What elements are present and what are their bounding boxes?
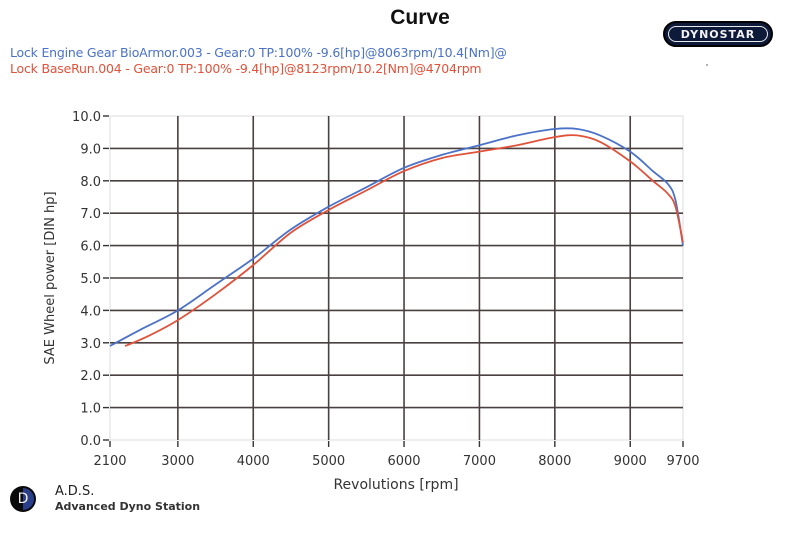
x-tick-label: 8000	[538, 454, 571, 469]
y-tick-label: 9.0	[80, 142, 101, 157]
chart-title: Curve	[390, 6, 450, 29]
series-line-baserun	[124, 134, 684, 347]
y-tick-label: 0.0	[80, 434, 101, 449]
y-tick-label: 3.0	[80, 337, 101, 352]
x-tick-label: 7000	[463, 454, 496, 469]
series-line-bioarmor	[109, 127, 684, 347]
x-tick-label: 6000	[387, 454, 420, 469]
legend-entry-baserun: Lock BaseRun.004 - Gear:0 TP:100% -9.4[h…	[10, 61, 482, 76]
x-tick-label: 5000	[312, 454, 345, 469]
x-tick-label: 4000	[237, 454, 270, 469]
x-tick-label: 2100	[93, 454, 126, 469]
y-tick-label: 4.0	[80, 304, 101, 319]
y-tick-label: 10.0	[72, 110, 101, 125]
axis-ticks: 0.0 1.0 2.0 3.0 4.0 5.0 6.0 7.0 8.0 9.0 10.0 2100 30…	[72, 110, 700, 469]
y-axis-label: SAE Wheel power [DIN hp]	[43, 191, 58, 364]
ads-title: A.D.S.	[55, 484, 95, 499]
x-axis-label: Revolutions [rpm]	[333, 477, 458, 493]
ads-subtitle: Advanced Dyno Station	[55, 500, 201, 513]
x-tick-label: 9000	[614, 454, 647, 469]
y-tick-label: 6.0	[80, 240, 101, 255]
y-tick-label: 7.0	[80, 207, 101, 222]
series-lines	[109, 127, 684, 347]
ads-d-logo-icon: D	[10, 486, 36, 512]
x-tick-label: 3000	[161, 454, 194, 469]
grid	[109, 115, 684, 441]
y-tick-label: 2.0	[80, 369, 101, 384]
ads-logo-letter: D	[17, 491, 29, 507]
y-tick-label: 8.0	[80, 175, 101, 190]
y-tick-label: 5.0	[80, 272, 101, 287]
dynostar-logo: DYNOSTAR	[663, 21, 773, 47]
decorative-dot	[706, 64, 708, 66]
dynostar-logo-text: DYNOSTAR	[668, 26, 768, 42]
legend-entry-bioarmor: Lock Engine Gear BioArmor.003 - Gear:0 T…	[10, 45, 507, 60]
x-tick-label: 9700	[666, 454, 699, 469]
y-tick-label: 1.0	[80, 402, 101, 417]
